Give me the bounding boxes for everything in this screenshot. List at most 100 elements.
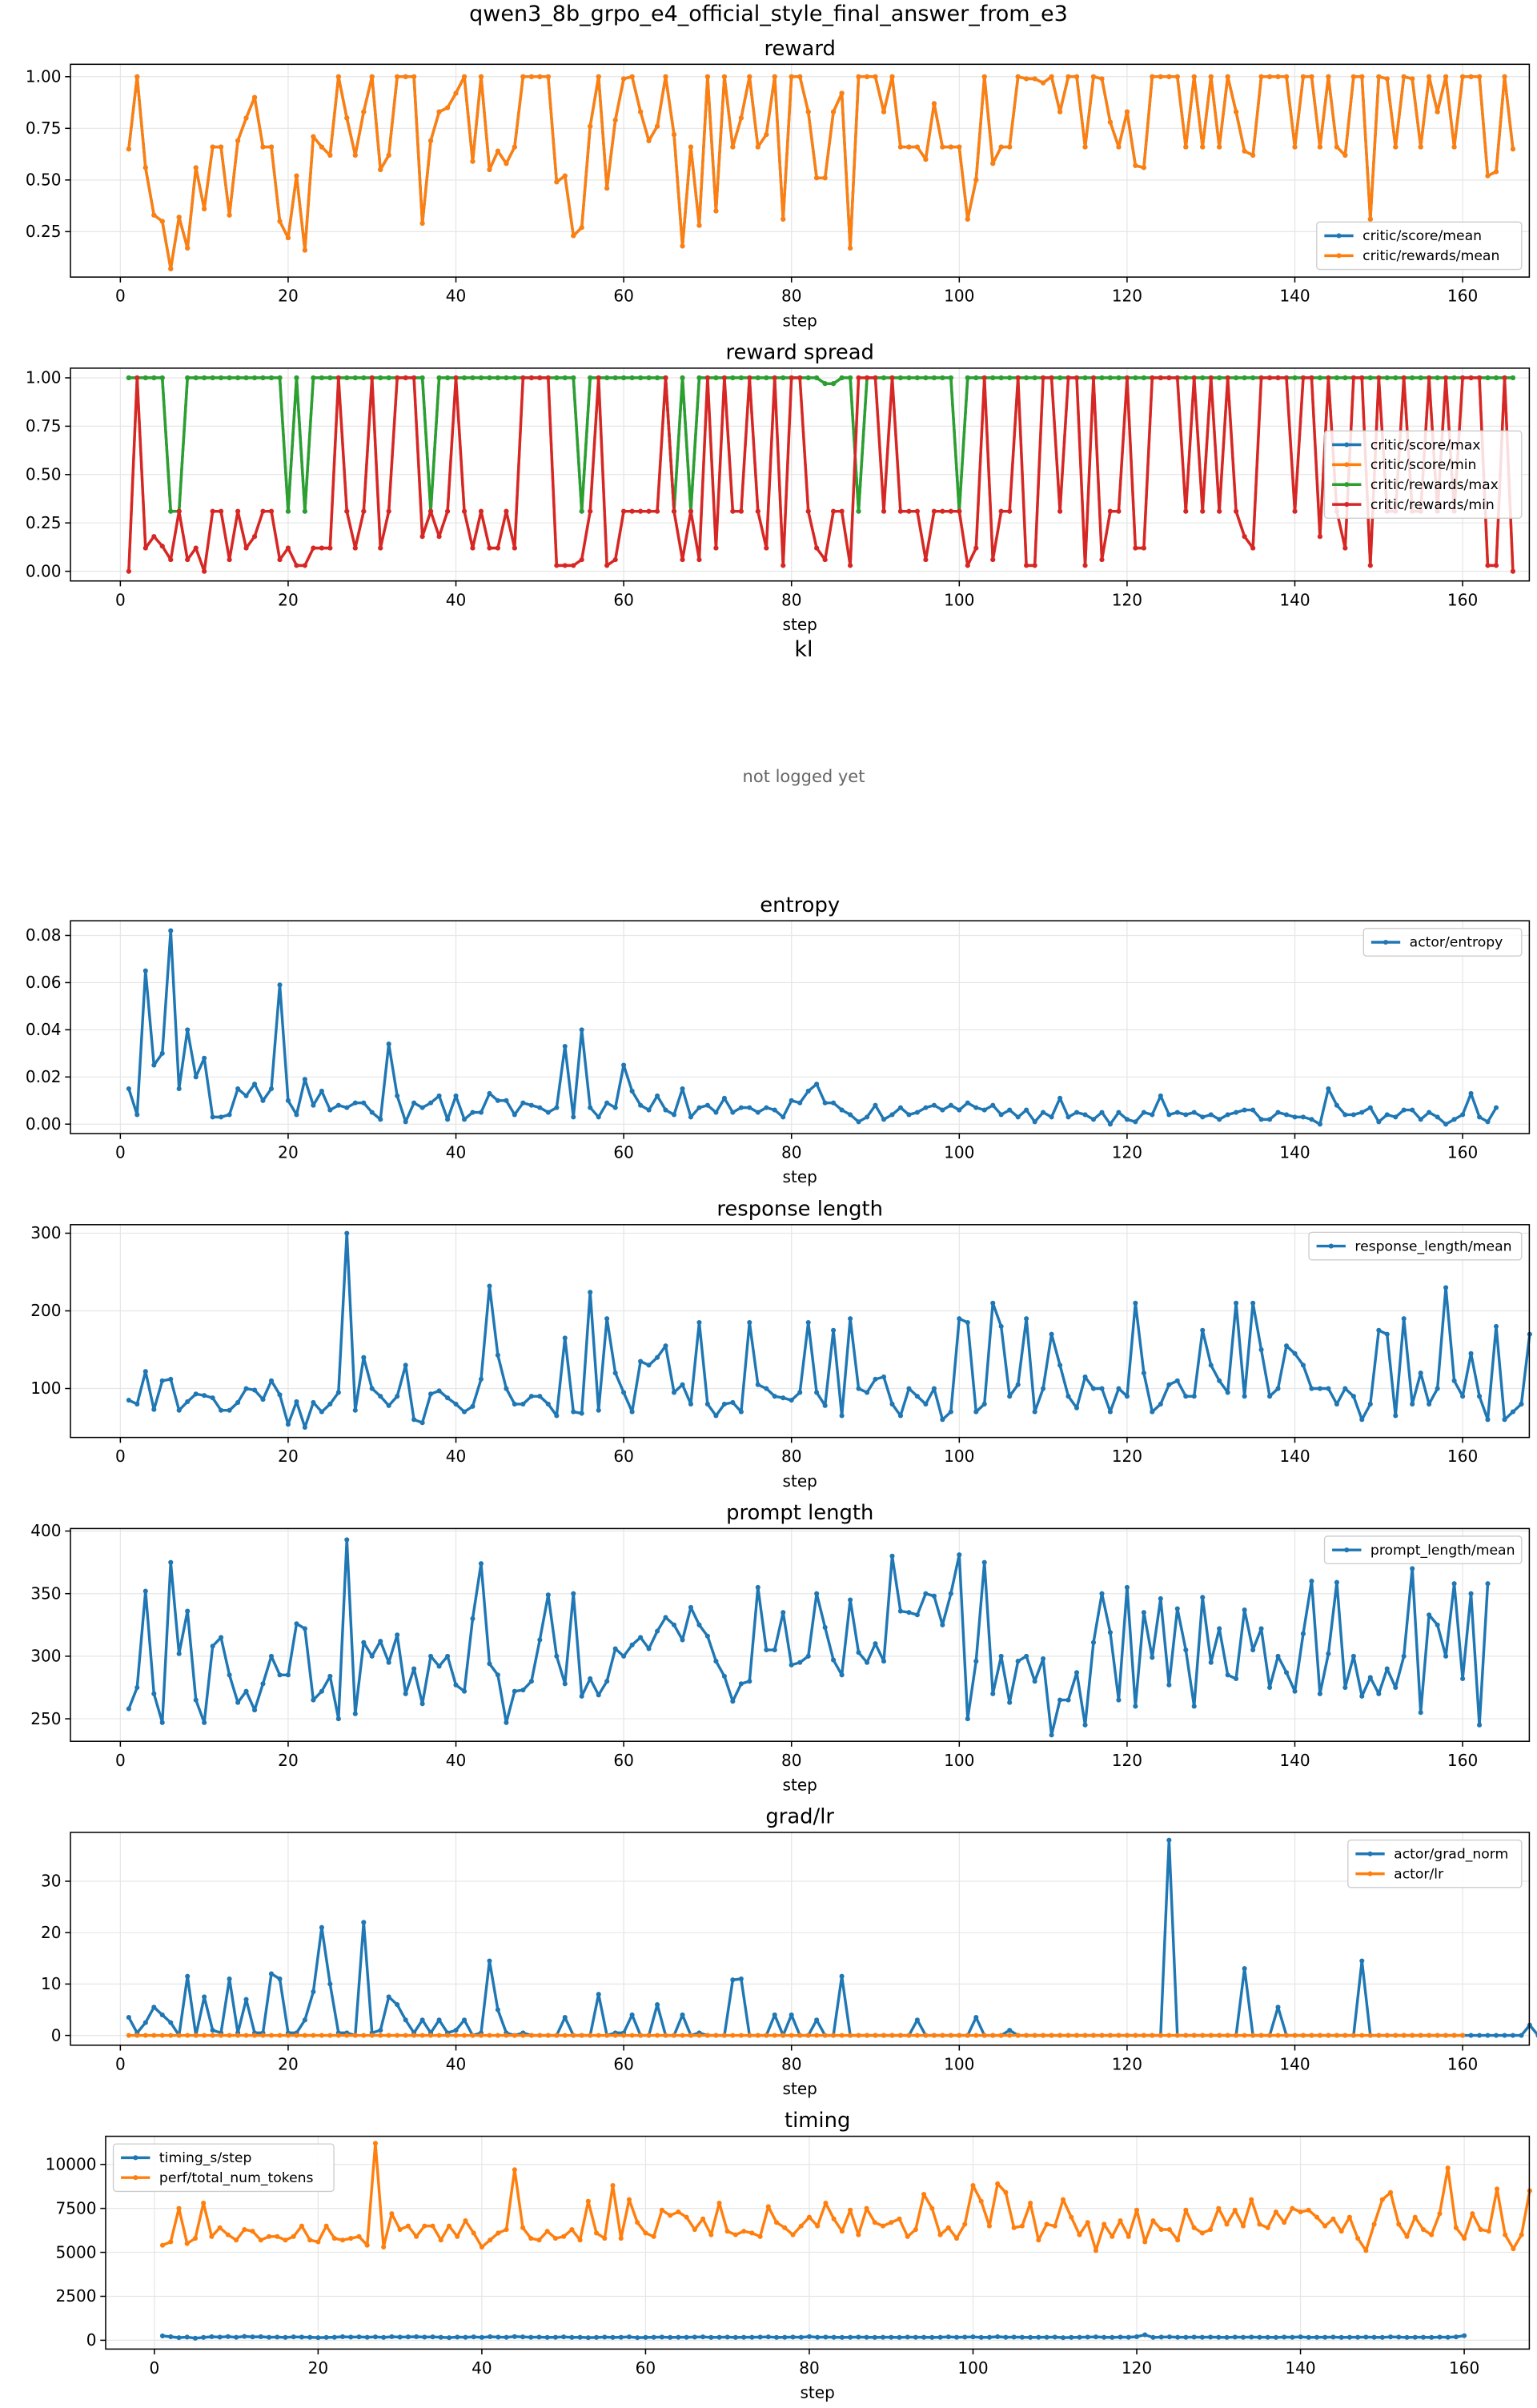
chart-title: response length (716, 1197, 883, 1221)
data-point (881, 109, 887, 114)
data-point (805, 375, 811, 381)
data-point (1024, 1653, 1029, 1659)
data-point (822, 381, 828, 387)
data-point (741, 2334, 747, 2340)
data-point (210, 1643, 215, 1649)
data-point (1073, 1110, 1080, 1115)
data-point (881, 508, 887, 514)
data-point (562, 1681, 568, 1687)
data-point (923, 557, 929, 563)
data-point (1065, 74, 1071, 79)
data-point (344, 375, 350, 381)
data-point (1342, 375, 1348, 381)
data-point (504, 1386, 509, 1391)
data-point (940, 1107, 945, 1113)
data-point (881, 375, 887, 381)
data-point (446, 2223, 452, 2229)
y-tick-label: 0.50 (26, 464, 62, 484)
data-point (520, 2033, 526, 2038)
data-point (512, 144, 517, 150)
data-point (302, 1077, 307, 1082)
data-point (822, 557, 828, 563)
data-point (1099, 1386, 1105, 1391)
legend-marker (1367, 1871, 1373, 1876)
data-point (1011, 2334, 1017, 2340)
data-point (378, 1639, 383, 1644)
data-point (372, 2334, 378, 2340)
data-point (1427, 2033, 1432, 2038)
data-point (618, 2235, 624, 2241)
x-tick-label: 80 (781, 1447, 802, 1466)
data-point (260, 508, 266, 514)
data-point (1060, 2197, 1066, 2202)
data-point (738, 2033, 744, 2038)
data-point (1460, 74, 1466, 79)
data-point (403, 1691, 408, 1696)
data-point (235, 1399, 241, 1405)
data-point (1363, 2248, 1369, 2253)
data-point (914, 2017, 920, 2023)
data-point (730, 1110, 736, 1115)
data-point (307, 2237, 313, 2243)
data-point (646, 1646, 652, 1651)
data-point (957, 1316, 962, 1322)
data-point (772, 375, 777, 381)
data-point (496, 2230, 501, 2236)
data-point (814, 2017, 820, 2023)
data-point (422, 2223, 427, 2229)
data-point (1007, 2033, 1013, 2038)
data-point (889, 2033, 895, 2038)
data-point (1183, 1394, 1189, 1399)
data-point (1346, 2214, 1352, 2220)
data-point (856, 2033, 861, 2038)
data-point (386, 1403, 391, 1408)
data-point (618, 2334, 624, 2340)
x-tick-label: 80 (799, 2358, 820, 2378)
data-point (1376, 1119, 1382, 1125)
data-point (234, 2334, 239, 2340)
y-tick-label: 0.08 (26, 925, 62, 945)
data-point (655, 1093, 660, 1098)
data-point (251, 2033, 258, 2038)
data-point (319, 545, 324, 551)
data-point (327, 2033, 333, 2038)
x-tick-label: 20 (308, 2358, 329, 2378)
data-point (973, 545, 979, 551)
series-line-perf-total-num-tokens (162, 2141, 1531, 2253)
data-point (395, 1632, 400, 1638)
data-point (990, 1300, 996, 1306)
data-point (1376, 375, 1382, 381)
data-point (602, 2235, 608, 2241)
data-point (294, 1112, 299, 1118)
x-axis-label: step (782, 2079, 817, 2098)
data-point (948, 2033, 953, 2038)
y-tick-label: 30 (41, 1872, 62, 1891)
data-point (260, 1681, 266, 1687)
data-point (496, 2334, 501, 2340)
data-point (965, 1716, 970, 1722)
data-point (219, 1635, 224, 1640)
data-point (1334, 1579, 1339, 1585)
legend-entry-label: actor/entropy (1410, 935, 1503, 951)
data-point (227, 557, 232, 563)
data-point (159, 2333, 166, 2338)
data-point (604, 186, 610, 191)
data-point (990, 557, 996, 563)
data-point (283, 2237, 288, 2243)
data-point (487, 1661, 492, 1667)
data-point (738, 375, 744, 381)
data-point (1359, 1417, 1365, 1423)
data-point (948, 144, 953, 150)
kl-panel-message: not logged yet (742, 767, 865, 786)
data-point (1519, 2232, 1524, 2237)
data-point (1275, 1110, 1281, 1115)
data-point (1217, 144, 1222, 150)
data-point (1326, 74, 1331, 79)
data-point (1476, 375, 1483, 381)
data-point (1292, 2033, 1298, 2038)
data-point (277, 219, 283, 224)
data-point (655, 2002, 660, 2008)
data-point (419, 534, 425, 540)
data-point (1283, 74, 1290, 79)
data-point (1326, 1386, 1331, 1391)
